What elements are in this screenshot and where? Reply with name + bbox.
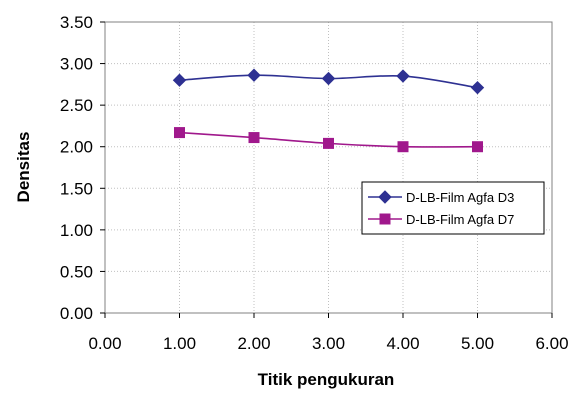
x-tick-label: 4.00 (386, 334, 419, 353)
data-point-diamond (470, 80, 485, 95)
y-tick-label: 1.50 (60, 179, 93, 198)
data-point-diamond (321, 71, 336, 86)
series-1 (172, 68, 485, 95)
y-tick-label: 2.50 (60, 96, 93, 115)
x-tick-label: 3.00 (312, 334, 345, 353)
legend-marker-diamond (378, 190, 392, 204)
series-2 (174, 127, 483, 153)
data-point-square (323, 137, 334, 149)
x-tick-label: 0.00 (88, 334, 121, 353)
legend-label: D-LB-Film Agfa D7 (406, 212, 514, 227)
y-tick-label: 1.00 (60, 221, 93, 240)
y-tick-label: 0.00 (60, 304, 93, 323)
y-tick-label: 3.50 (60, 13, 93, 32)
legend-item: D-LB-Film Agfa D7 (368, 212, 514, 227)
y-axis-label: Densitas (14, 132, 33, 203)
data-point-square (472, 141, 483, 153)
x-tick-label: 1.00 (163, 334, 196, 353)
axes: 0.00 0.50 1.00 1.50 2.00 2.50 3.00 3.50 0.00 1.00… (60, 13, 569, 353)
x-tick-label: 6.00 (535, 334, 568, 353)
legend-item: D-LB-Film Agfa D3 (368, 190, 514, 205)
legend: D-LB-Film Agfa D3 D-LB-Film Agfa D7 (361, 181, 545, 235)
grid (104, 21, 553, 314)
series-group (172, 68, 485, 153)
data-point-diamond (247, 68, 261, 82)
data-point-square (174, 127, 185, 139)
x-tick-label: 5.00 (461, 334, 494, 353)
legend-box (361, 181, 545, 235)
data-point-diamond (172, 73, 187, 87)
data-point-square (248, 132, 260, 144)
x-tick-label: 2.00 (237, 334, 270, 353)
legend-marker-square (379, 213, 391, 225)
legend-label: D-LB-Film Agfa D3 (406, 190, 514, 205)
data-point-diamond (396, 69, 410, 83)
y-tick-label: 0.50 (60, 262, 93, 281)
data-point-square (397, 141, 409, 153)
y-tick-label: 2.00 (60, 138, 93, 157)
plot-area (104, 21, 553, 314)
x-axis-label: Titik pengukuran (258, 370, 395, 389)
y-tick-label: 3.00 (60, 55, 93, 74)
